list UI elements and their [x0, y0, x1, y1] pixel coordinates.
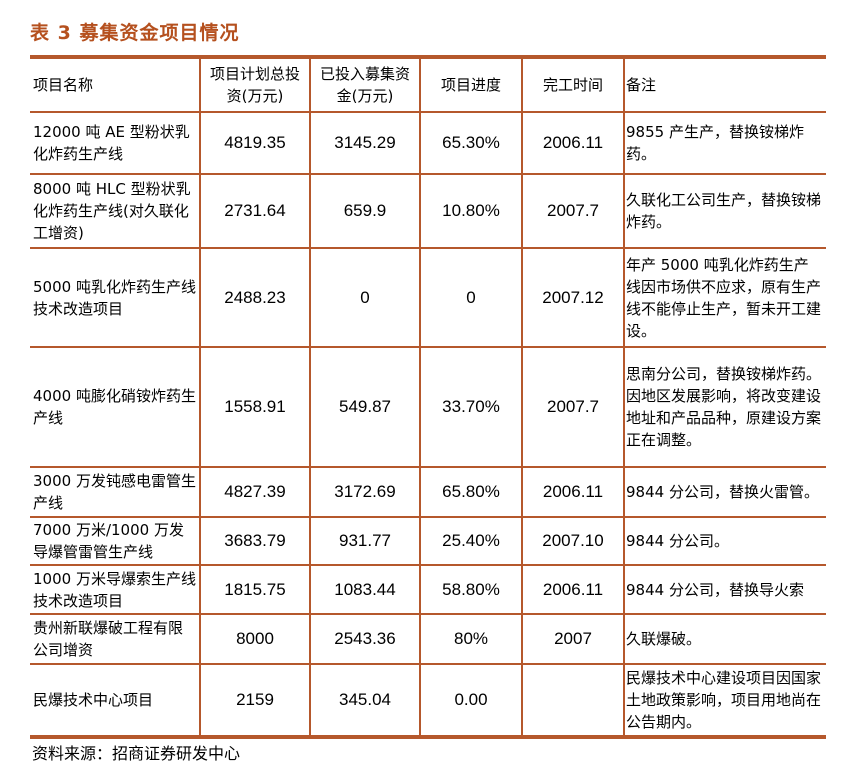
invested-funds-cell: 3145.29	[309, 112, 420, 175]
invested-funds-cell: 549.87	[309, 347, 420, 468]
progress-cell: 80%	[419, 614, 522, 665]
project-name-cell: 1000 万米导爆索生产线技术改造项目	[30, 565, 200, 615]
note-cell: 9844 分公司。	[623, 517, 826, 566]
progress-cell: 25.40%	[419, 517, 522, 566]
progress-cell: 58.80%	[419, 565, 522, 615]
note-cell: 久联化工公司生产，替换铵梯炸药。	[623, 174, 826, 249]
completion-date-cell: 2007.10	[521, 517, 624, 566]
plan-investment-cell: 3683.79	[199, 517, 310, 566]
note-cell: 9844 分公司，替换火雷管。	[623, 467, 826, 518]
header-completion: 完工时间	[521, 55, 624, 113]
table-title: 表 3 募集资金项目情况	[30, 22, 240, 44]
plan-investment-cell: 8000	[199, 614, 310, 665]
plan-investment-cell: 2488.23	[199, 248, 310, 348]
plan-investment-cell: 1815.75	[199, 565, 310, 615]
header-name: 项目名称	[30, 55, 200, 113]
completion-date-cell: 2006.11	[521, 112, 624, 175]
source-note: 资料来源：招商证券研发中心	[32, 744, 241, 763]
invested-funds-cell: 2543.36	[309, 614, 420, 665]
table-row: 贵州新联爆破工程有限公司增资 8000 2543.36 80% 2007 久联爆破。	[30, 614, 826, 665]
progress-cell: 65.80%	[419, 467, 522, 518]
table-row: 8000 吨 HLC 型粉状乳化炸药生产线(对久联化工增资) 2731.64 659…	[30, 174, 826, 249]
completion-date-cell: 2007.7	[521, 174, 624, 249]
header-note: 备注	[623, 55, 826, 113]
note-cell: 思南分公司，替换铵梯炸药。因地区发展影响，将改变建设地址和产品品种，原建设方案正…	[623, 347, 826, 468]
invested-funds-cell: 0	[309, 248, 420, 348]
invested-funds-cell: 3172.69	[309, 467, 420, 518]
header-progress: 项目进度	[419, 55, 522, 113]
note-cell: 年产 5000 吨乳化炸药生产线因市场供不应求，原有生产线不能停止生产，暂未开工…	[623, 248, 826, 348]
note-cell: 民爆技术中心建设项目因国家土地政策影响，项目用地尚在公告期内。	[623, 664, 826, 739]
project-name-cell: 4000 吨膨化硝铵炸药生产线	[30, 347, 200, 468]
note-cell: 9855 产生产，替换铵梯炸药。	[623, 112, 826, 175]
table-row: 7000 万米/1000 万发导爆管雷管生产线 3683.79 931.77 25.4…	[30, 517, 826, 566]
note-cell: 9844 分公司，替换导火索	[623, 565, 826, 615]
table-row: 12000 吨 AE 型粉状乳化炸药生产线 4819.35 3145.29 65.30…	[30, 112, 826, 175]
progress-cell: 0	[419, 248, 522, 348]
invested-funds-cell: 1083.44	[309, 565, 420, 615]
table-row: 5000 吨乳化炸药生产线技术改造项目 2488.23 0 0 2007.12 年产 50…	[30, 248, 826, 348]
header-invested: 已投入募集资金(万元)	[309, 55, 420, 113]
project-name-cell: 7000 万米/1000 万发导爆管雷管生产线	[30, 517, 200, 566]
completion-date-cell: 2007.12	[521, 248, 624, 348]
project-name-cell: 3000 万发钝感电雷管生产线	[30, 467, 200, 518]
plan-investment-cell: 1558.91	[199, 347, 310, 468]
table-row: 民爆技术中心项目 2159 345.04 0.00 民爆技术中心建设项目因国家土地政策影…	[30, 664, 826, 739]
table-header-row: 项目名称 项目计划总投资(万元) 已投入募集资金(万元) 项目进度 完工时间 备…	[30, 55, 826, 113]
plan-investment-cell: 4819.35	[199, 112, 310, 175]
progress-cell: 33.70%	[419, 347, 522, 468]
project-name-cell: 民爆技术中心项目	[30, 664, 200, 739]
project-name-cell: 12000 吨 AE 型粉状乳化炸药生产线	[30, 112, 200, 175]
progress-cell: 65.30%	[419, 112, 522, 175]
invested-funds-cell: 345.04	[309, 664, 420, 739]
progress-cell: 10.80%	[419, 174, 522, 249]
table-row: 1000 万米导爆索生产线技术改造项目 1815.75 1083.44 58.80% 2…	[30, 565, 826, 615]
completion-date-cell: 2007	[521, 614, 624, 665]
completion-date-cell: 2006.11	[521, 467, 624, 518]
invested-funds-cell: 659.9	[309, 174, 420, 249]
plan-investment-cell: 2159	[199, 664, 310, 739]
invested-funds-cell: 931.77	[309, 517, 420, 566]
table-row: 4000 吨膨化硝铵炸药生产线 1558.91 549.87 33.70% 2007.7…	[30, 347, 826, 468]
note-cell: 久联爆破。	[623, 614, 826, 665]
header-plan: 项目计划总投资(万元)	[199, 55, 310, 113]
project-name-cell: 8000 吨 HLC 型粉状乳化炸药生产线(对久联化工增资)	[30, 174, 200, 249]
plan-investment-cell: 2731.64	[199, 174, 310, 249]
progress-cell: 0.00	[419, 664, 522, 739]
project-name-cell: 贵州新联爆破工程有限公司增资	[30, 614, 200, 665]
completion-date-cell: 2006.11	[521, 565, 624, 615]
completion-date-cell	[521, 664, 624, 739]
project-name-cell: 5000 吨乳化炸药生产线技术改造项目	[30, 248, 200, 348]
fund-projects-table: 项目名称 项目计划总投资(万元) 已投入募集资金(万元) 项目进度 完工时间 备…	[30, 55, 826, 739]
completion-date-cell: 2007.7	[521, 347, 624, 468]
plan-investment-cell: 4827.39	[199, 467, 310, 518]
table-row: 3000 万发钝感电雷管生产线 4827.39 3172.69 65.80% 2006.…	[30, 467, 826, 518]
